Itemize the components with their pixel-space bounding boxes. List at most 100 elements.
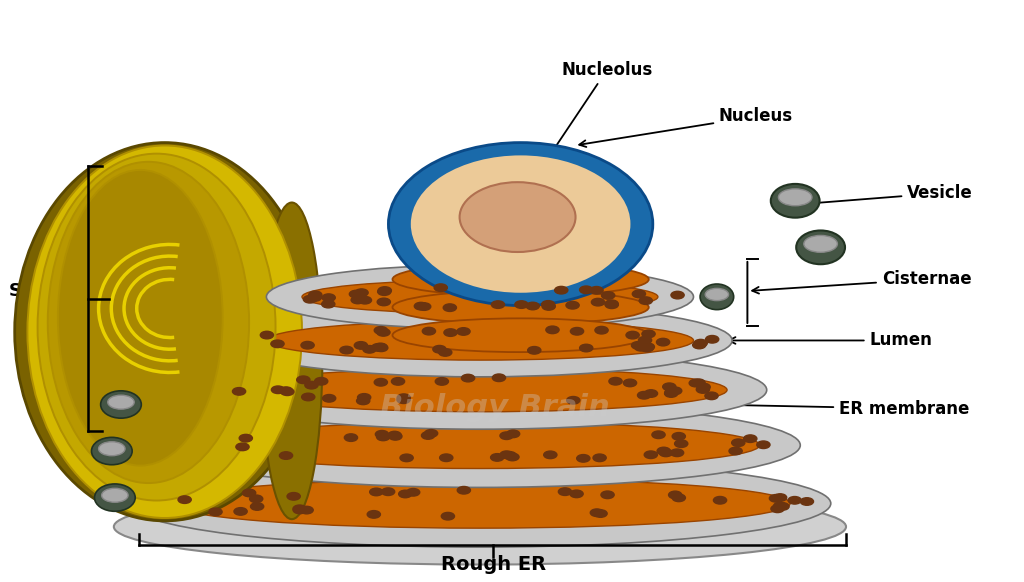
Circle shape <box>297 376 310 384</box>
Circle shape <box>697 383 711 391</box>
Circle shape <box>526 302 540 310</box>
Circle shape <box>656 338 670 346</box>
Circle shape <box>635 343 648 351</box>
Circle shape <box>769 495 782 502</box>
Circle shape <box>293 505 306 513</box>
Ellipse shape <box>101 488 128 502</box>
Circle shape <box>301 342 314 349</box>
Circle shape <box>378 288 391 296</box>
Circle shape <box>642 330 655 338</box>
Circle shape <box>566 301 580 309</box>
Circle shape <box>705 392 718 400</box>
Ellipse shape <box>778 189 812 206</box>
Circle shape <box>590 286 603 294</box>
Circle shape <box>671 449 684 456</box>
Circle shape <box>546 326 559 333</box>
Circle shape <box>435 378 449 385</box>
Text: Nucleus: Nucleus <box>580 108 793 147</box>
Circle shape <box>669 491 682 499</box>
Text: Ribosomes: Ribosomes <box>106 409 290 475</box>
Circle shape <box>590 509 603 516</box>
Circle shape <box>418 303 431 310</box>
Circle shape <box>696 386 710 393</box>
Text: ER membrane: ER membrane <box>712 400 970 417</box>
Ellipse shape <box>392 290 649 324</box>
Circle shape <box>280 452 293 459</box>
Circle shape <box>566 396 580 404</box>
Ellipse shape <box>771 184 819 218</box>
Circle shape <box>251 503 264 510</box>
Circle shape <box>287 492 300 500</box>
Circle shape <box>323 395 336 402</box>
Ellipse shape <box>302 280 657 314</box>
Text: Nucleolus: Nucleolus <box>516 61 652 205</box>
Circle shape <box>358 296 372 304</box>
Circle shape <box>374 378 387 386</box>
Circle shape <box>458 487 470 494</box>
Ellipse shape <box>460 182 575 252</box>
Circle shape <box>243 489 256 496</box>
Circle shape <box>209 508 222 516</box>
Circle shape <box>580 344 593 352</box>
Circle shape <box>308 294 322 301</box>
Circle shape <box>729 447 742 455</box>
Circle shape <box>639 297 652 304</box>
Circle shape <box>773 494 786 501</box>
Circle shape <box>433 346 446 353</box>
Circle shape <box>732 439 744 446</box>
Ellipse shape <box>58 170 222 466</box>
Circle shape <box>370 488 383 496</box>
Circle shape <box>515 301 528 308</box>
Circle shape <box>689 379 702 387</box>
Circle shape <box>444 329 457 336</box>
Ellipse shape <box>232 368 727 412</box>
Circle shape <box>362 346 376 353</box>
Circle shape <box>632 342 645 349</box>
Circle shape <box>663 383 676 391</box>
Circle shape <box>382 488 394 495</box>
Circle shape <box>351 296 365 304</box>
Circle shape <box>672 432 685 440</box>
Circle shape <box>776 503 790 510</box>
Circle shape <box>300 506 313 514</box>
Ellipse shape <box>201 422 760 469</box>
Circle shape <box>240 434 253 442</box>
Text: Smooth
ER: Smooth ER <box>9 282 87 321</box>
Circle shape <box>714 496 727 504</box>
Circle shape <box>439 454 453 462</box>
Circle shape <box>626 331 639 339</box>
Ellipse shape <box>388 143 653 306</box>
Circle shape <box>374 327 387 334</box>
Circle shape <box>233 508 247 515</box>
Circle shape <box>415 302 428 310</box>
Ellipse shape <box>411 155 631 293</box>
Circle shape <box>592 299 604 306</box>
Circle shape <box>375 344 388 352</box>
Circle shape <box>692 341 706 349</box>
Text: Biology Brain: Biology Brain <box>380 393 610 422</box>
Ellipse shape <box>266 321 693 360</box>
Circle shape <box>594 510 607 517</box>
Circle shape <box>544 451 557 459</box>
Circle shape <box>422 327 435 335</box>
Circle shape <box>757 441 770 449</box>
Circle shape <box>671 292 684 299</box>
Circle shape <box>669 387 682 395</box>
Circle shape <box>657 447 671 455</box>
Circle shape <box>303 296 316 303</box>
Ellipse shape <box>227 304 732 377</box>
Circle shape <box>271 340 284 347</box>
Circle shape <box>595 327 608 334</box>
Circle shape <box>391 378 404 385</box>
Circle shape <box>232 388 246 395</box>
Circle shape <box>493 374 506 382</box>
Circle shape <box>305 381 318 389</box>
Ellipse shape <box>94 484 135 512</box>
Ellipse shape <box>38 154 275 501</box>
Circle shape <box>601 491 614 499</box>
Circle shape <box>425 430 437 437</box>
Circle shape <box>438 349 452 356</box>
Circle shape <box>260 331 273 339</box>
Ellipse shape <box>91 438 132 464</box>
Circle shape <box>601 292 614 299</box>
